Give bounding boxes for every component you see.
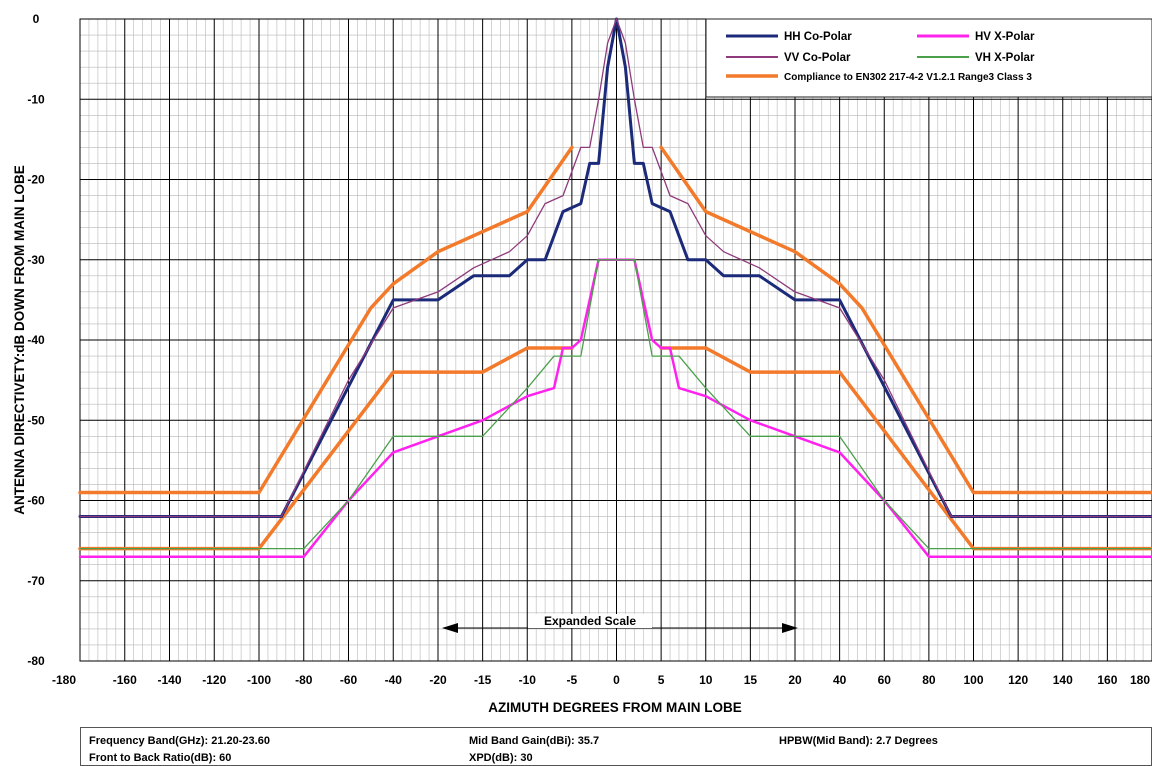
x-tick-label: 100 (963, 673, 983, 687)
spec-hpbw: HPBW(Mid Band): 2.7 Degrees (779, 735, 938, 747)
x-tick-label: -180 (52, 673, 76, 687)
x-tick-label: -160 (113, 673, 137, 687)
x-tick-label: -140 (157, 673, 181, 687)
y-tick-label: -50 (27, 413, 45, 427)
antenna-pattern-chart: 0-10-20-30-40-50-60-70-80 -180 -160 -140 -1… (12, 12, 1152, 715)
x-tick-label: 10 (699, 673, 713, 687)
series-line-compliance-mask-segment (659, 145, 1152, 495)
y-tick-label: -70 (27, 574, 45, 588)
y-tick-label: -60 (27, 494, 45, 508)
x-tick-label: 5 (658, 673, 665, 687)
legend-label-vh: VH X-Polar (975, 52, 1035, 64)
x-tick-label: -80 (295, 673, 313, 687)
legend-label-compliance: Compliance to EN302 217-4-2 V1.2.1 Range… (784, 72, 1032, 83)
x-tick-label: -60 (340, 673, 358, 687)
series-line-compliance-to-en302-217-4-2-v1-2-1-range3-class-3 (78, 145, 574, 495)
spec-panel: Frequency Band(GHz): 21.20-23.60 Mid Ban… (80, 727, 1152, 766)
y-tick-label: 0 (33, 12, 40, 26)
y-tick-label: -30 (27, 253, 45, 267)
x-tick-label: 40 (833, 673, 847, 687)
legend: HH Co-Polar HV X-Polar VV Co-Polar VH X-… (705, 18, 1152, 98)
expanded-scale-label: Expanded Scale (544, 614, 636, 628)
x-tick-label: 120 (1008, 673, 1028, 687)
spec-mid-band-gain: Mid Band Gain(dBi): 35.7 (469, 735, 600, 747)
x-tick-label: -20 (429, 673, 447, 687)
x-tick-label: -100 (247, 673, 271, 687)
x-tick-label: -15 (474, 673, 492, 687)
series-line-vv-co-polar (79, 18, 1152, 518)
spec-xpd: XPD(dB): 30 (469, 752, 533, 764)
expanded-scale-annotation: Expanded Scale (442, 614, 798, 633)
expanded-scale-arrow-left-head (442, 623, 458, 633)
y-tick-labels: 0 -10 -20 -30 -40 -50 -60 -70 -80 (27, 12, 45, 668)
expanded-scale-arrow-right-head (782, 623, 798, 633)
x-tick-label: -40 (385, 673, 403, 687)
legend-label-hh: HH Co-Polar (784, 31, 852, 43)
series-layer (78, 17, 1152, 558)
x-tick-label: 160 (1097, 673, 1117, 687)
y-tick-label: -20 (27, 173, 45, 187)
legend-label-hv: HV X-Polar (975, 31, 1035, 43)
x-tick-label: 60 (878, 673, 892, 687)
spec-frequency-band: Frequency Band(GHz): 21.20-23.60 (89, 735, 270, 747)
x-tick-label: 80 (922, 673, 936, 687)
x-tick-label: -120 (202, 673, 226, 687)
x-tick-label: 20 (788, 673, 802, 687)
x-axis-title: AZIMUTH DEGREES FROM MAIN LOBE (488, 700, 742, 715)
x-tick-label: -10 (519, 673, 537, 687)
x-tick-label: 0 (613, 673, 620, 687)
x-tick-label: 180 (1130, 673, 1150, 687)
y-axis-title: ANTENNA DIRECTIVETY:dB DOWN FROM MAIN LO… (12, 165, 27, 514)
series-line-vh-x-polar (79, 259, 1152, 550)
x-tick-labels: -180 -160 -140 -120 -100 -80 -60 -40 -20 -15 -10 -5… (52, 673, 1150, 687)
spec-front-to-back: Front to Back Ratio(dB): 60 (89, 752, 232, 764)
legend-label-vv: VV Co-Polar (784, 52, 851, 64)
x-tick-label: 140 (1053, 673, 1073, 687)
y-tick-label: -10 (27, 92, 45, 106)
y-tick-label: -40 (27, 333, 45, 347)
x-tick-label: -5 (567, 673, 578, 687)
x-tick-label: 15 (744, 673, 758, 687)
y-tick-label: -80 (27, 654, 45, 668)
